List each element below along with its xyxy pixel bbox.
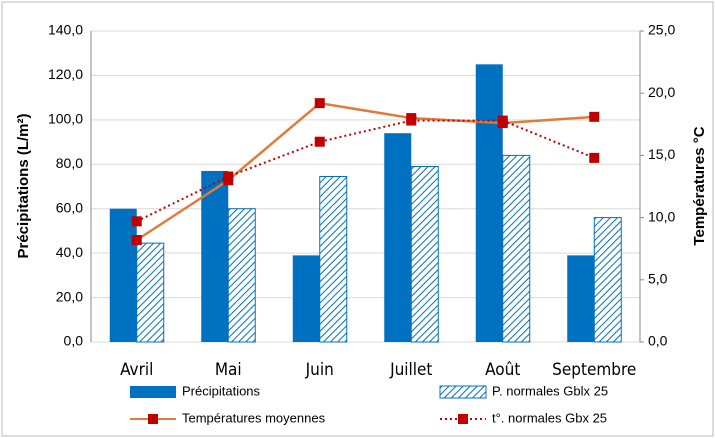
marker bbox=[223, 171, 234, 182]
y-axis-title: Précipitations (L/m²) bbox=[15, 113, 32, 258]
bar bbox=[567, 255, 595, 342]
marker bbox=[131, 234, 142, 245]
x-tick-label: Avril bbox=[120, 360, 153, 380]
marker bbox=[497, 115, 508, 126]
bar bbox=[292, 255, 320, 342]
bar bbox=[410, 166, 439, 343]
marker bbox=[314, 98, 325, 109]
x-tick-label: Mai bbox=[215, 360, 242, 380]
bar bbox=[384, 133, 412, 342]
legend-marker bbox=[458, 414, 468, 424]
legend-swatch bbox=[439, 385, 487, 399]
marker bbox=[589, 152, 600, 163]
y-tick-label: 60,0 bbox=[56, 199, 83, 215]
y2-axis-title: Températures °C bbox=[691, 126, 708, 245]
x-tick-label: Juillet bbox=[389, 360, 432, 380]
bar bbox=[475, 64, 503, 343]
marker bbox=[406, 115, 417, 126]
y2-tick-label: 15,0 bbox=[648, 146, 675, 162]
y-tick-label: 20,0 bbox=[56, 288, 83, 304]
legend-label: Précipitations bbox=[182, 383, 261, 398]
bar bbox=[136, 242, 165, 343]
y2-tick-label: 25,0 bbox=[648, 22, 675, 38]
y2-tick-label: 0,0 bbox=[648, 333, 668, 349]
y-tick-label: 0,0 bbox=[64, 333, 84, 349]
legend-label: Températures moyennes bbox=[182, 410, 326, 425]
bar bbox=[319, 176, 348, 343]
legend-swatch bbox=[130, 386, 176, 398]
y-tick-label: 100,0 bbox=[48, 111, 83, 127]
bar bbox=[502, 154, 531, 343]
y-tick-label: 140,0 bbox=[48, 22, 83, 38]
legend-marker bbox=[148, 414, 158, 424]
legend-label: P. normales Gblx 25 bbox=[492, 383, 608, 398]
marker bbox=[131, 216, 142, 227]
legend-label: t°. normales Gbx 25 bbox=[492, 410, 607, 425]
marker bbox=[314, 136, 325, 147]
marker bbox=[589, 111, 600, 122]
bar bbox=[109, 208, 137, 342]
bar bbox=[593, 217, 622, 343]
x-tick-label: Juin bbox=[305, 360, 334, 380]
y-tick-label: 80,0 bbox=[56, 155, 83, 171]
y-tick-label: 40,0 bbox=[56, 244, 83, 260]
bar bbox=[227, 208, 256, 343]
y2-tick-label: 20,0 bbox=[648, 84, 675, 100]
line bbox=[136, 119, 595, 223]
y2-tick-label: 10,0 bbox=[648, 208, 675, 224]
bar bbox=[201, 170, 229, 342]
line bbox=[136, 101, 595, 242]
y-tick-label: 120,0 bbox=[48, 66, 83, 82]
y2-tick-label: 5,0 bbox=[648, 271, 668, 287]
x-tick-label: Août bbox=[485, 360, 520, 380]
x-tick-label: Septembre bbox=[552, 360, 636, 380]
